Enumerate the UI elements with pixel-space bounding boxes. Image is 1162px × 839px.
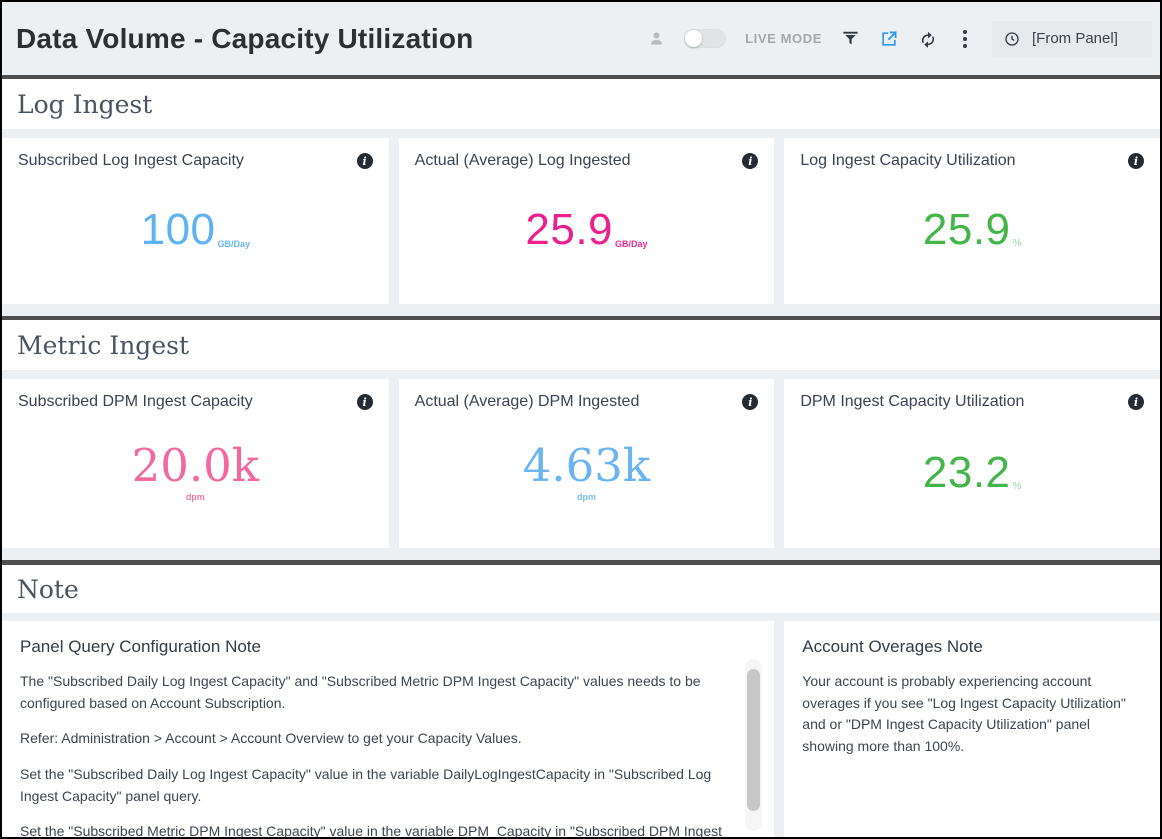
panel-title: Log Ingest Capacity Utilization (800, 152, 1016, 169)
time-range-selector[interactable]: [From Panel] (992, 20, 1152, 57)
panel-title: DPM Ingest Capacity Utilization (800, 393, 1025, 410)
panel-dpm-ingest-capacity-utilization: DPM Ingest Capacity Utilization i 23.2 % (784, 379, 1160, 548)
panel-subscribed-log-ingest-capacity: Subscribed Log Ingest Capacity i 100 GB/… (2, 138, 389, 304)
panel-unit: GB/Day (217, 239, 251, 249)
panel-value: 20.0k (131, 439, 260, 492)
kebab-menu-icon[interactable] (957, 28, 973, 50)
live-mode-label: LIVE MODE (745, 31, 822, 46)
panel-title: Subscribed DPM Ingest Capacity (18, 393, 253, 410)
panel-value: 25.9 (525, 205, 614, 254)
panel-query-configuration-note: Panel Query Configuration Note The "Subs… (2, 621, 775, 837)
panel-unit: dpm (576, 492, 596, 502)
panel-log-ingest-capacity-utilization: Log Ingest Capacity Utilization i 25.9 % (784, 138, 1160, 304)
note-paragraph: Set the "Subscribed Metric DPM Ingest Ca… (20, 823, 723, 837)
info-icon[interactable]: i (1128, 394, 1144, 410)
panel-title: Subscribed Log Ingest Capacity (18, 152, 244, 169)
log-ingest-panels: Subscribed Log Ingest Capacity i 100 GB/… (2, 129, 1160, 316)
section-divider (2, 560, 1160, 565)
info-icon[interactable]: i (742, 153, 759, 169)
info-icon[interactable]: i (356, 153, 373, 169)
section-header-log-ingest: Log Ingest (2, 79, 1160, 129)
dashboard-header: Data Volume - Capacity Utilization LIVE … (2, 2, 1160, 75)
user-icon (648, 30, 665, 47)
clock-icon (1004, 31, 1020, 47)
panel-title: Actual (Average) DPM Ingested (414, 393, 640, 410)
metric-ingest-panels: Subscribed DPM Ingest Capacity i 20.0k d… (2, 370, 1160, 560)
live-mode-toggle[interactable] (684, 29, 727, 48)
page-title: Data Volume - Capacity Utilization (16, 22, 474, 54)
section-title: Note (17, 574, 79, 604)
panel-value: 4.63k (522, 439, 651, 492)
panel-unit: % (1012, 480, 1022, 492)
panel-value: 100 (140, 205, 216, 254)
panel-subscribed-dpm-ingest-capacity: Subscribed DPM Ingest Capacity i 20.0k d… (2, 379, 389, 548)
note-body: Your account is probably experiencing ac… (802, 671, 1142, 758)
scrollbar-track[interactable] (745, 659, 763, 831)
panel-unit: % (1012, 238, 1022, 249)
panel-actual-log-ingested: Actual (Average) Log Ingested i 25.9 GB/… (398, 138, 775, 304)
panel-value: 25.9 (922, 205, 1011, 254)
section-divider (2, 75, 1160, 79)
note-title: Account Overages Note (802, 637, 983, 656)
info-icon[interactable]: i (356, 394, 373, 410)
header-controls: LIVE MODE [From Panel] (648, 20, 1152, 57)
refresh-icon[interactable] (918, 29, 938, 49)
section-header-metric-ingest: Metric Ingest (2, 320, 1160, 370)
scrollbar-thumb[interactable] (747, 669, 761, 811)
section-title: Metric Ingest (17, 330, 189, 360)
time-range-label: [From Panel] (1032, 30, 1118, 47)
note-paragraph: Set the "Subscribed Daily Log Ingest Cap… (20, 766, 712, 804)
note-body[interactable]: The "Subscribed Daily Log Ingest Capacit… (20, 671, 756, 837)
panel-actual-dpm-ingested: Actual (Average) DPM Ingested i 4.63k dp… (398, 379, 775, 548)
info-icon[interactable]: i (742, 394, 759, 410)
account-overages-note: Account Overages Note Your account is pr… (784, 621, 1160, 837)
section-header-note: Note (2, 565, 1160, 613)
section-divider (2, 316, 1160, 320)
share-icon[interactable] (879, 29, 899, 49)
panel-unit: dpm (185, 492, 205, 502)
note-paragraph: Refer: Administration > Account > Accoun… (20, 730, 522, 747)
note-title: Panel Query Configuration Note (20, 637, 261, 656)
panel-unit: GB/Day (615, 239, 648, 249)
panel-title: Actual (Average) Log Ingested (414, 152, 631, 169)
toggle-knob (685, 30, 703, 47)
note-paragraph: The "Subscribed Daily Log Ingest Capacit… (20, 673, 701, 711)
filter-funnel-icon[interactable] (841, 29, 860, 48)
note-paragraph: Your account is probably experiencing ac… (802, 673, 1126, 755)
section-title: Log Ingest (17, 89, 153, 119)
panel-value: 23.2 (922, 447, 1011, 497)
info-icon[interactable]: i (1128, 153, 1144, 169)
note-panels: Panel Query Configuration Note The "Subs… (2, 613, 1160, 837)
